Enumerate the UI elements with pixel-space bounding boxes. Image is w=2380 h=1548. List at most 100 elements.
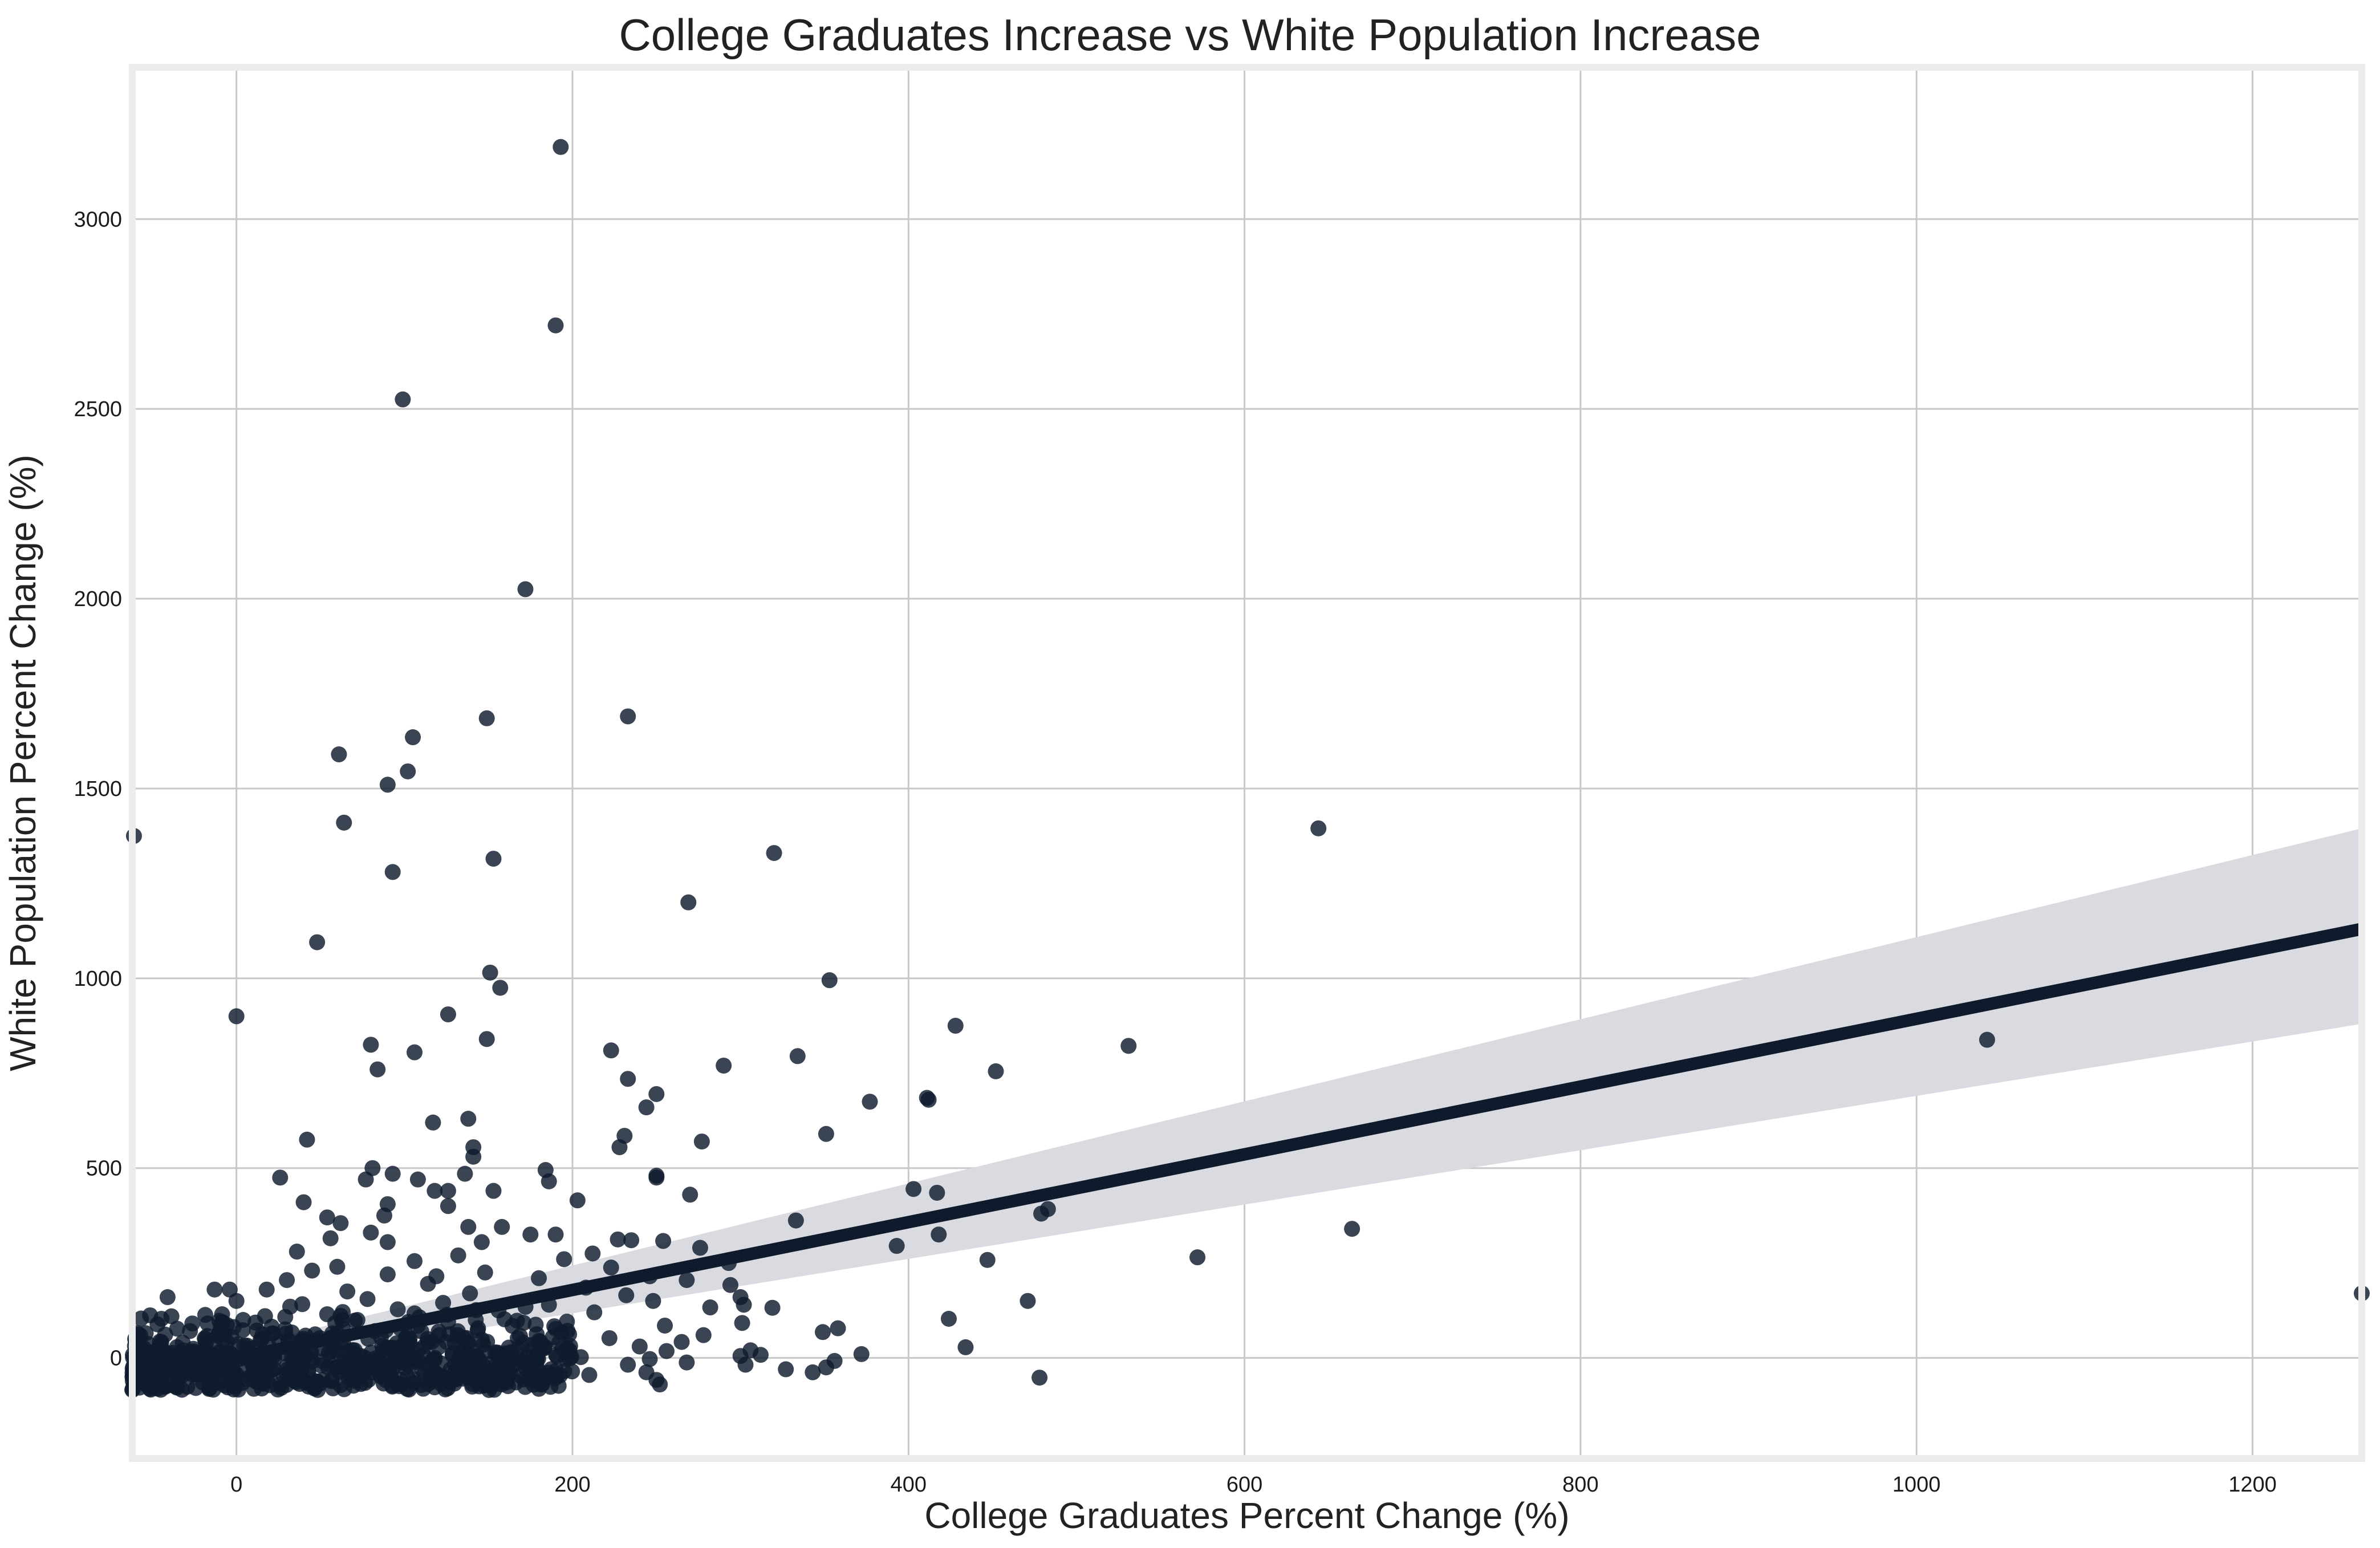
data-point [272, 1169, 289, 1186]
data-point [214, 1306, 230, 1322]
data-point [821, 972, 838, 989]
data-point [702, 1299, 718, 1316]
data-point [427, 1183, 443, 1199]
x-tick-label: 200 [554, 1473, 590, 1497]
data-point [1344, 1221, 1360, 1237]
y-tick-label: 0 [110, 1347, 122, 1371]
data-point [641, 1351, 658, 1367]
data-point [420, 1275, 436, 1292]
data-point [462, 1285, 478, 1302]
x-tick-label: 400 [891, 1473, 927, 1497]
data-point [815, 1324, 831, 1340]
data-point [272, 1376, 289, 1392]
data-point [329, 1258, 346, 1275]
data-point [220, 1379, 236, 1396]
data-point [379, 1234, 396, 1250]
data-point [778, 1361, 794, 1378]
data-point [957, 1339, 974, 1355]
data-point [360, 1372, 377, 1388]
data-point [531, 1270, 547, 1286]
data-point [547, 1226, 564, 1243]
data-point [470, 1320, 486, 1336]
data-point [494, 1218, 510, 1235]
data-point [581, 1367, 598, 1383]
data-point [476, 1359, 493, 1375]
data-point [401, 1334, 418, 1351]
data-point [142, 1307, 159, 1323]
data-point [503, 1344, 519, 1360]
data-point [363, 1224, 379, 1241]
data-point [440, 1198, 456, 1214]
x-tick-label: 1000 [1892, 1473, 1941, 1497]
x-tick-label: 600 [1226, 1473, 1262, 1497]
data-point [920, 1091, 937, 1108]
data-point [658, 1343, 675, 1359]
data-point [347, 1313, 363, 1329]
data-point [1189, 1249, 1206, 1266]
grid [132, 67, 2362, 1458]
data-point [862, 1094, 878, 1110]
data-point [384, 1165, 401, 1182]
data-point [230, 1336, 246, 1352]
y-tick-label: 1000 [74, 967, 122, 991]
data-point [369, 1061, 386, 1078]
data-point [366, 1354, 383, 1371]
data-point [399, 1380, 416, 1397]
data-point [1033, 1205, 1050, 1222]
data-point [440, 1006, 456, 1023]
data-point [363, 1037, 379, 1053]
data-point [409, 1171, 426, 1188]
data-point [343, 1370, 360, 1386]
data-point [258, 1281, 275, 1298]
data-point [228, 1366, 245, 1383]
data-point [853, 1346, 870, 1362]
data-point [206, 1281, 223, 1298]
data-point [478, 1031, 495, 1047]
data-point [517, 581, 534, 598]
data-point [486, 1382, 502, 1398]
data-point [623, 1232, 640, 1249]
data-point [475, 1336, 492, 1353]
data-point [1031, 1370, 1048, 1386]
y-axis-label: White Population Percent Change (%) [2, 454, 43, 1071]
data-point [323, 1372, 340, 1388]
data-point [283, 1324, 300, 1341]
data-point [553, 139, 569, 155]
data-point [648, 1169, 665, 1186]
data-point [358, 1171, 374, 1188]
data-point [830, 1320, 846, 1336]
data-point [492, 980, 509, 996]
data-point [485, 851, 502, 867]
data-point [1979, 1031, 1995, 1048]
data-point [620, 1071, 636, 1087]
data-point [169, 1321, 185, 1337]
data-point [805, 1364, 821, 1380]
y-tick-label: 1500 [74, 777, 122, 801]
data-point [620, 708, 636, 725]
data-point [359, 1291, 376, 1307]
data-point [631, 1338, 648, 1355]
data-point [376, 1207, 392, 1224]
data-point [736, 1297, 752, 1313]
data-point [199, 1343, 216, 1360]
data-point [638, 1099, 655, 1116]
x-tick-label: 800 [1562, 1473, 1598, 1497]
data-point [695, 1327, 712, 1343]
data-point [332, 1215, 349, 1232]
data-point [905, 1181, 922, 1197]
data-point [888, 1238, 905, 1254]
data-point [188, 1380, 204, 1396]
chart-title: College Graduates Increase vs White Popu… [619, 10, 1761, 60]
data-point [564, 1363, 580, 1380]
data-point [556, 1251, 572, 1267]
data-point [413, 1377, 429, 1393]
data-point [405, 729, 421, 746]
data-point [603, 1042, 619, 1059]
data-point [931, 1226, 947, 1243]
data-point [440, 1183, 456, 1199]
data-point [940, 1311, 957, 1327]
data-point [228, 1293, 245, 1309]
data-point [336, 814, 352, 831]
data-point [294, 1296, 311, 1313]
data-point [288, 1352, 304, 1368]
